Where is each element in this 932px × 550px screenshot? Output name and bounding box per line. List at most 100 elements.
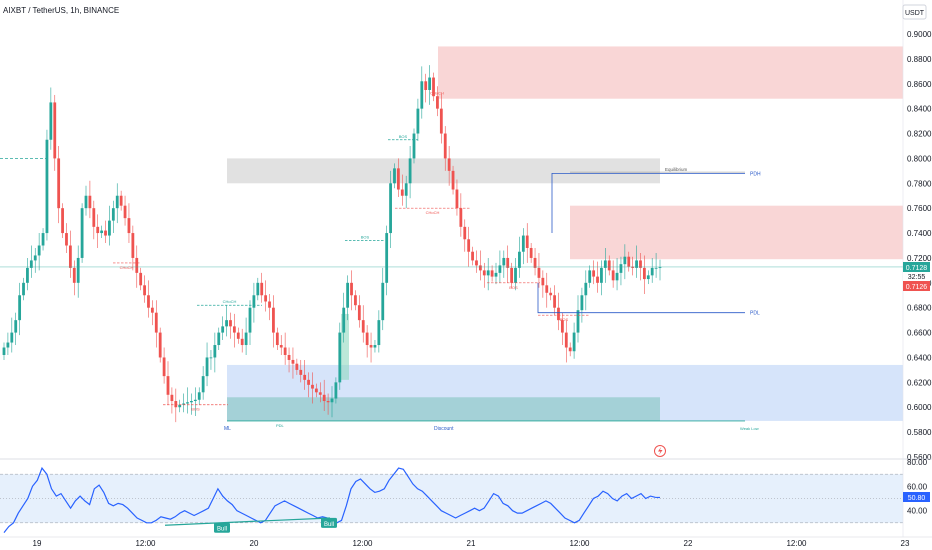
candle-body [330,398,334,403]
y-tick-label: 0.7400 [907,229,932,238]
candle-body [178,404,182,408]
candle-body [400,189,404,196]
y-tick-label: 0.8600 [907,80,932,89]
candle-body [533,257,537,268]
bull-1-text: Bull [217,527,227,533]
candle-body [244,332,248,346]
candle-body [525,235,529,248]
candle-body [346,282,350,308]
candle-body [299,369,303,375]
candle-body [478,265,482,271]
x-tick-label: 23 [901,539,910,548]
y-tick-label: 0.6600 [907,329,932,338]
candle-body [455,189,459,209]
candle-body [186,402,189,404]
candle-body [518,251,521,268]
chart-title: AIXBT / TetherUS, 1h, BINANCE [3,6,119,15]
candle-body [369,345,373,348]
candle-body [607,260,611,271]
candle-body [108,220,111,236]
candle-body [502,257,506,266]
candle-body [303,374,307,380]
candle-body [541,277,545,286]
candle-body [162,357,166,377]
candle-body [592,270,596,277]
price-axis[interactable]: 0.5600 0.5800 0.6000 0.6200 0.6400 0.6600 0.68… [907,30,932,462]
candle-body [45,139,49,234]
candle-body [506,257,510,268]
candle-body [76,257,80,283]
supply-zone-top [438,46,903,99]
candle-body [619,264,623,273]
countdown-label: 32:55 [903,272,930,281]
candle-body [568,347,572,352]
candle-body [252,295,256,308]
candle-body [268,301,271,308]
candle-body [420,81,424,109]
candle-body [642,267,646,280]
candle-body [654,267,658,269]
candle-body [272,307,275,333]
candle-body [104,230,107,236]
candle-body [41,233,45,246]
alert-lightning-icon[interactable] [654,445,666,457]
candle-body [174,401,178,408]
y-tick-label: 0.9000 [907,30,932,39]
candle-body [190,401,193,403]
candle-body [553,295,556,308]
y-tick-label: 0.6200 [907,378,932,387]
candle-body [498,265,502,273]
candle-body [65,233,68,246]
price-label-green: 0.7128 [903,262,930,272]
candle-body [338,332,342,383]
choch-2-label: CHoCH [223,299,237,304]
candle-body [611,270,615,281]
candle-body [635,260,638,268]
equilibrium-label: Equilibrium [665,167,688,172]
bull-divergence-line [164,517,331,526]
candle-body [658,267,662,268]
rsi-value-text: 50.80 [908,495,926,502]
candle-body [357,305,361,321]
pdh-line [551,172,745,234]
candle-body [350,282,353,296]
candle-body [639,260,642,268]
candle-body [291,359,295,364]
candle-body [182,403,186,405]
candle-body [6,342,10,348]
x-tick-label: 21 [467,539,476,548]
candle-body [572,332,576,352]
candle-body [627,256,631,267]
candle-body [361,320,365,333]
candle-body [557,307,560,321]
candle-body [84,195,88,209]
weak-low-label: Weak Low [740,426,759,431]
candle-body [232,326,236,333]
x-tick-label: 20 [250,539,259,548]
candle-body [205,357,209,377]
candle-body [560,320,564,333]
x-tick-label: 12:00 [135,539,156,548]
candle-body [197,392,201,400]
candle-body [283,347,287,355]
candle-body [471,251,474,261]
candle-body [139,272,143,286]
bos-2-label: BOS [361,235,370,240]
zones-layer [227,46,903,421]
candle-body [389,183,392,234]
candle-body [365,332,369,346]
equilibrium-zone [227,158,660,184]
bull-2-badge [321,517,337,528]
candle-body [2,347,6,355]
candle-body [463,226,467,240]
candle-body [29,260,33,268]
pdl-label: PDL [750,311,760,317]
candle-body [279,345,283,348]
countdown-text: 32:55 [908,274,926,281]
currency-button[interactable]: USDT [902,4,927,20]
candle-body [334,382,338,399]
candle-body [115,195,119,209]
candle-body [217,332,221,346]
